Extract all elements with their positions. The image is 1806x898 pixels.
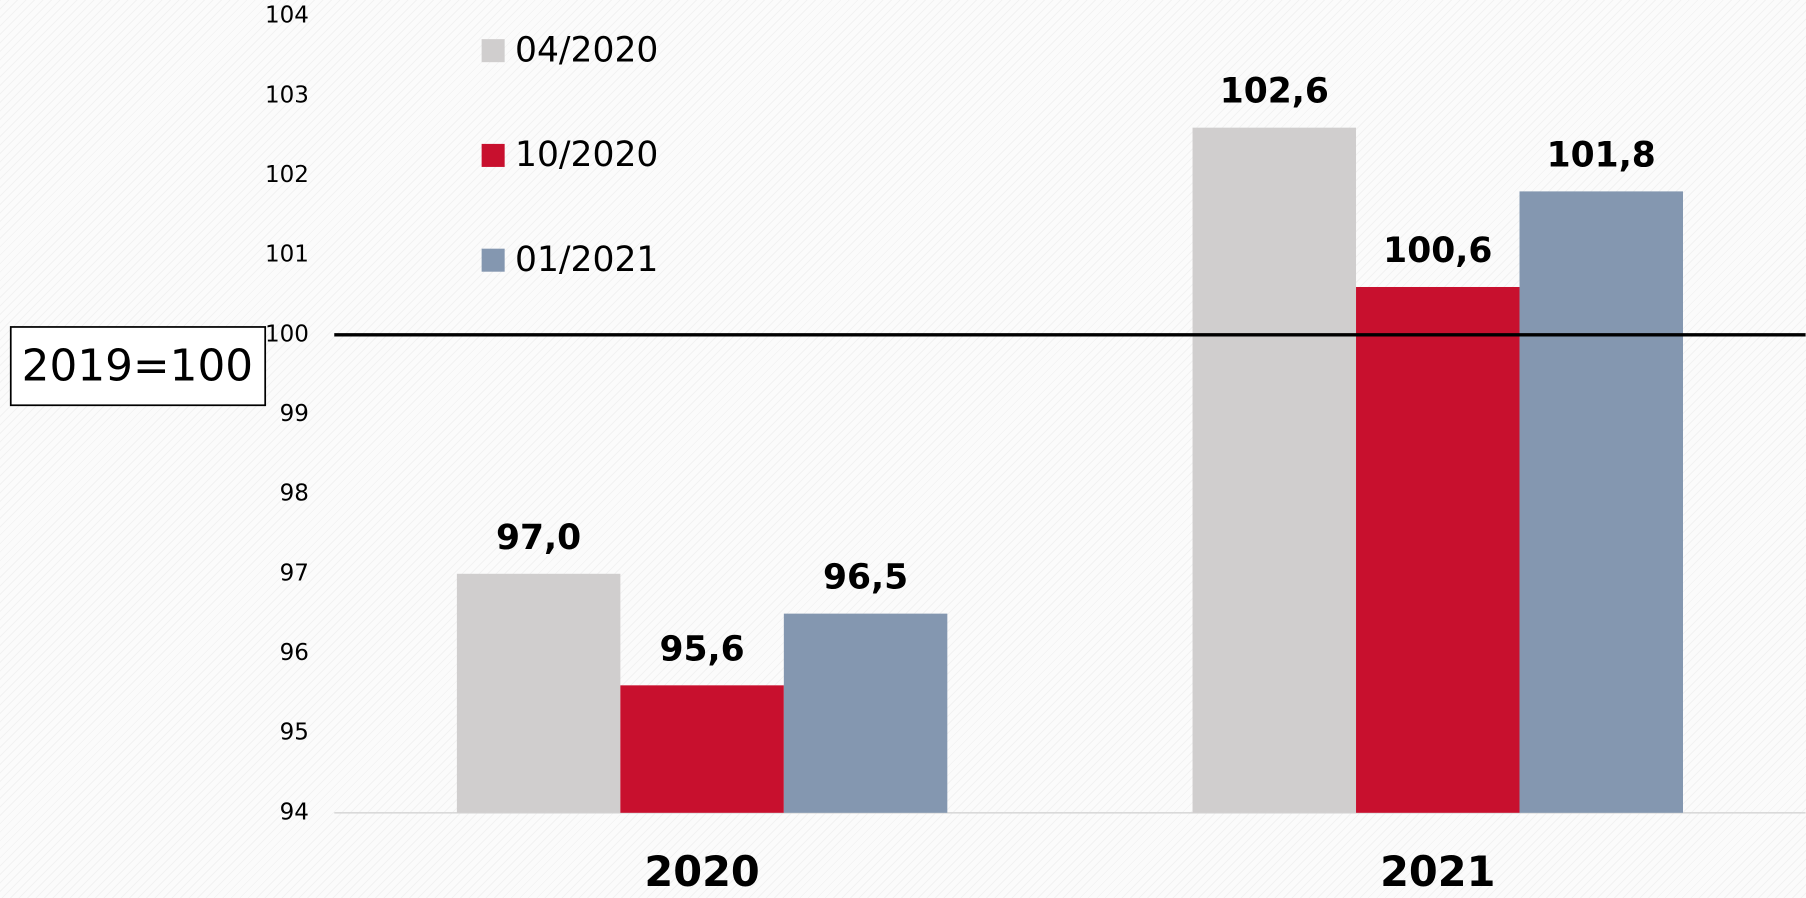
bar [456, 573, 621, 813]
y-tick-label: 102 [265, 162, 309, 188]
legend-label: 04/2020 [515, 30, 658, 70]
bar [1519, 191, 1683, 813]
x-tick-label: 2020 [644, 848, 759, 896]
value-label: 97,0 [496, 518, 581, 558]
legend-swatch [481, 143, 505, 167]
legend-swatch [481, 248, 505, 272]
y-tick-label: 95 [280, 720, 309, 746]
y-tick-label: 104 [265, 3, 309, 29]
x-tick-label: 2021 [1380, 848, 1495, 896]
value-label: 96,5 [823, 558, 908, 598]
value-label: 100,6 [1383, 231, 1492, 271]
y-tick-label: 98 [280, 481, 309, 507]
y-tick-label: 103 [265, 82, 309, 108]
annotation: 2019=100 [22, 340, 253, 391]
legend-swatch [481, 39, 505, 63]
legend-label: 10/2020 [515, 135, 658, 175]
y-tick-label: 100 [265, 321, 309, 347]
bar [1192, 127, 1357, 813]
y-tick-label: 97 [280, 560, 309, 586]
y-tick-label: 101 [265, 242, 309, 268]
bar [620, 685, 784, 813]
legend-label: 01/2021 [515, 240, 658, 280]
bar [783, 613, 948, 813]
bar [1356, 286, 1520, 813]
value-label: 95,6 [660, 629, 745, 669]
value-label: 102,6 [1220, 72, 1329, 112]
y-tick-label: 94 [280, 799, 309, 825]
y-tick-label: 99 [280, 401, 309, 427]
value-label: 101,8 [1547, 135, 1656, 175]
annotation-box [9, 326, 267, 407]
y-tick-label: 96 [280, 640, 309, 666]
